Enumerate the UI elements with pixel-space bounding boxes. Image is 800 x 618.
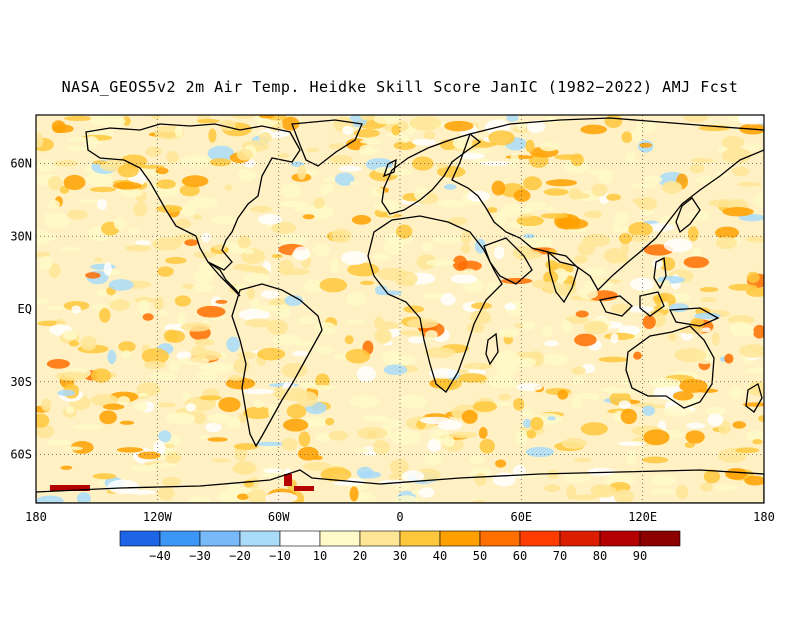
- map-frame: [35, 114, 765, 504]
- colorbar-swatch: [559, 530, 601, 547]
- map-title: NASA_GEOS5v2 2m Air Temp. Heidke Skill S…: [61, 78, 739, 96]
- colorbar-swatch: [239, 530, 281, 547]
- lon-label: 60E: [510, 510, 532, 524]
- colorbar-label: −30: [189, 549, 211, 563]
- colorbar: −40 −30 −20 −10 10 20 30 40 50 60 70 80 90: [119, 530, 681, 563]
- lon-label: 180: [25, 510, 47, 524]
- lat-label: 60N: [10, 157, 32, 171]
- lat-label: 30S: [10, 375, 32, 389]
- colorbar-label: −20: [229, 549, 251, 563]
- coastlines: [36, 117, 764, 503]
- colorbar-label: 50: [473, 549, 487, 563]
- colorbar-label: 90: [633, 549, 647, 563]
- colorbar-swatch: [599, 530, 641, 547]
- colorbar-swatch: [159, 530, 201, 547]
- colorbar-label: 80: [593, 549, 607, 563]
- colorbar-swatch: [519, 530, 561, 547]
- colorbar-swatch: [639, 530, 681, 547]
- colorbar-label: −10: [269, 549, 291, 563]
- latitude-labels: 60N 30N EQ 30S 60S: [10, 157, 32, 462]
- colorbar-swatch: [359, 530, 401, 547]
- lat-label: 30N: [10, 229, 32, 243]
- colorbar-label: 10: [313, 549, 327, 563]
- lon-label: 120W: [143, 510, 173, 524]
- colorbar-label: 70: [553, 549, 567, 563]
- colorbar-label: 20: [353, 549, 367, 563]
- colorbar-swatch: [439, 530, 481, 547]
- colorbar-label: 60: [513, 549, 527, 563]
- colorbar-label: −40: [149, 549, 171, 563]
- longitude-labels: 180 120W 60W 0 60E 120E 180: [25, 510, 775, 524]
- colorbar-swatch: [119, 530, 161, 547]
- colorbar-swatch: [319, 530, 361, 547]
- skill-field: [36, 115, 764, 503]
- colorbar-swatch: [199, 530, 241, 547]
- lat-label: 60S: [10, 448, 32, 462]
- colorbar-swatch: [479, 530, 521, 547]
- lat-label: EQ: [18, 302, 32, 316]
- colorbar-label: 30: [393, 549, 407, 563]
- lon-label: 60W: [268, 510, 290, 524]
- lon-label: 180: [753, 510, 775, 524]
- lon-label: 120E: [628, 510, 657, 524]
- gridlines: [36, 115, 764, 503]
- lon-label: 0: [396, 510, 403, 524]
- colorbar-label: 40: [433, 549, 447, 563]
- colorbar-swatch: [279, 530, 321, 547]
- colorbar-swatch: [399, 530, 441, 547]
